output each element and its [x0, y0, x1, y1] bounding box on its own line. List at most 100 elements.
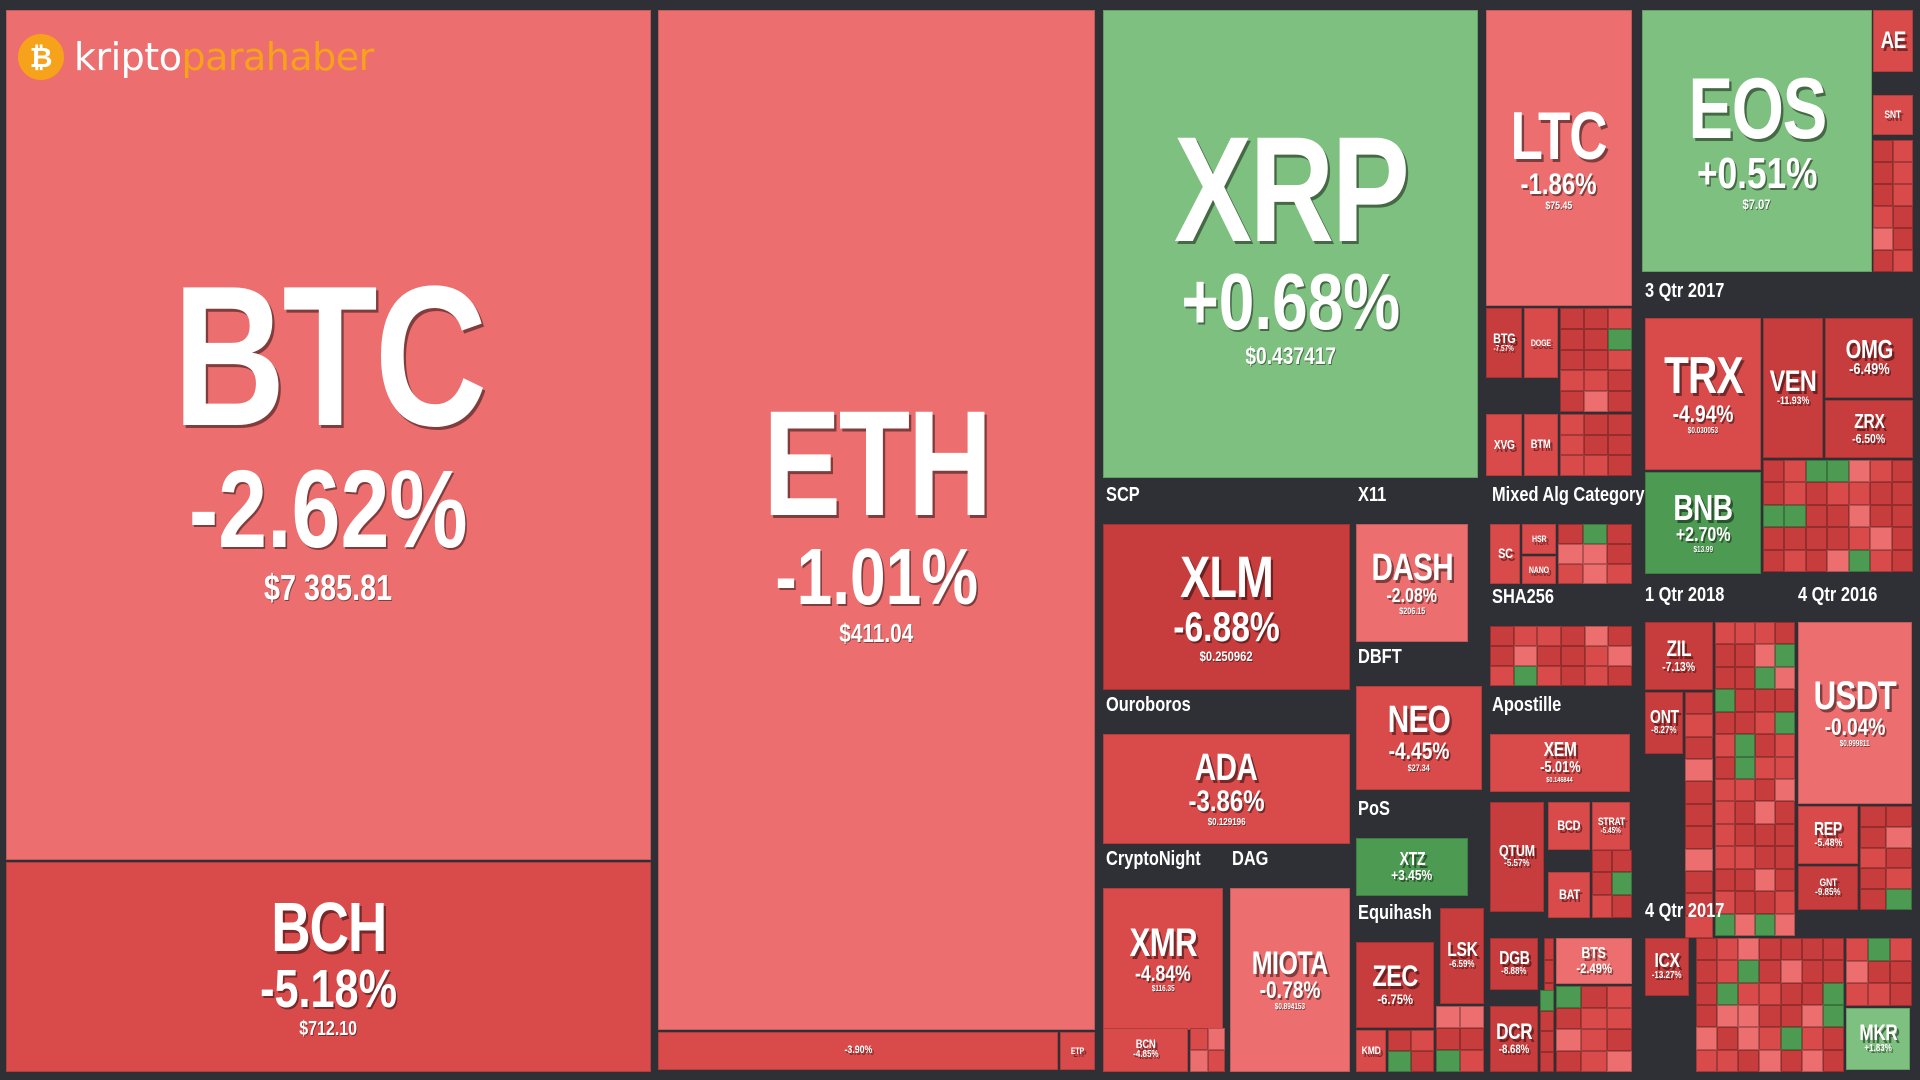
minor-coin-tile[interactable] [1805, 527, 1828, 550]
tile-bcn[interactable]: BCN -4.85% [1103, 1028, 1188, 1072]
minor-coin-tile[interactable] [1735, 756, 1755, 779]
minor-coin-tile[interactable] [1890, 983, 1912, 1006]
minor-coin-tile[interactable] [1822, 938, 1844, 961]
minor-coin-tile[interactable] [1715, 868, 1735, 892]
minor-coin-tile[interactable] [1827, 527, 1849, 550]
minor-coin-tile[interactable] [1556, 1007, 1582, 1029]
minor-coin-tile[interactable] [1801, 1027, 1823, 1050]
minor-coin-tile[interactable] [1513, 626, 1538, 646]
minor-coin-tile[interactable] [1848, 549, 1871, 572]
minor-coin-tile[interactable] [1893, 228, 1913, 250]
minor-coin-tile[interactable] [1735, 666, 1755, 690]
minor-coin-tile[interactable] [1755, 756, 1775, 779]
minor-coin-tile[interactable] [1612, 872, 1632, 895]
minor-coin-tile[interactable] [1827, 460, 1849, 483]
minor-coin-tile[interactable] [1606, 1007, 1632, 1029]
minor-coin-tile[interactable] [1755, 644, 1775, 667]
minor-coin-tile[interactable] [1685, 870, 1713, 894]
minor-coin-tile[interactable] [1759, 960, 1781, 983]
minor-coin-tile[interactable] [1801, 960, 1823, 983]
minor-coin-tile[interactable] [1606, 1029, 1632, 1051]
minor-coin-tile[interactable] [1584, 308, 1608, 329]
minor-coin-tile[interactable] [1607, 544, 1632, 564]
minor-coin-tile[interactable] [1460, 1028, 1484, 1050]
minor-coin-tile[interactable] [1738, 1027, 1760, 1050]
tile-xvg[interactable]: XVG [1486, 414, 1522, 476]
minor-coin-tile[interactable] [1827, 504, 1849, 528]
minor-coin-tile[interactable] [1717, 1005, 1739, 1028]
minor-coin-tile[interactable] [1873, 250, 1893, 272]
minor-coin-tile[interactable] [1775, 666, 1795, 690]
minor-coin-tile[interactable] [1759, 938, 1781, 961]
minor-coin-tile[interactable] [1738, 938, 1760, 961]
minor-coin-tile[interactable] [1738, 982, 1760, 1005]
tile-rep[interactable]: REP -5.48% [1798, 806, 1858, 864]
minor-coin-tile[interactable] [1784, 482, 1806, 505]
tile-lsk[interactable]: LSK -6.59% [1440, 908, 1484, 1004]
minor-coin-tile[interactable] [1490, 666, 1514, 686]
minor-coin-tile[interactable] [1775, 801, 1795, 824]
minor-coin-tile[interactable] [1846, 938, 1868, 961]
minor-coin-tile[interactable] [1735, 779, 1755, 802]
minor-coin-tile[interactable] [1561, 626, 1585, 646]
minor-coin-tile[interactable] [1715, 644, 1735, 667]
minor-coin-tile[interactable] [1893, 206, 1913, 228]
minor-coin-tile[interactable] [1513, 666, 1538, 686]
tile-bnb[interactable]: BNB +2.70% $13.99 [1645, 472, 1761, 574]
minor-coin-tile[interactable] [1827, 549, 1849, 572]
minor-coin-tile[interactable] [1738, 1005, 1760, 1028]
minor-coin-tile[interactable] [1592, 872, 1612, 895]
minor-coin-tile[interactable] [1685, 781, 1713, 804]
minor-coin-tile[interactable] [1717, 1027, 1739, 1050]
tile-dash[interactable]: DASH -2.08% $206.15 [1356, 524, 1468, 642]
minor-coin-tile[interactable] [1560, 434, 1584, 456]
minor-coin-tile[interactable] [1759, 982, 1781, 1005]
minor-coin-tile[interactable] [1537, 666, 1561, 686]
tile-mkr[interactable]: MKR +1.83% [1846, 1008, 1910, 1070]
tile-sc[interactable]: SC [1490, 524, 1520, 584]
minor-coin-tile[interactable] [1735, 734, 1755, 757]
tile-bcd[interactable]: BCD [1548, 802, 1590, 850]
minor-coin-tile[interactable] [1886, 847, 1912, 869]
minor-coin-tile[interactable] [1584, 626, 1609, 646]
minor-coin-tile[interactable] [1755, 801, 1775, 824]
minor-coin-tile[interactable] [1685, 736, 1713, 760]
minor-coin-tile[interactable] [1784, 504, 1806, 528]
minor-coin-tile[interactable] [1436, 1006, 1460, 1028]
minor-coin-tile[interactable] [1735, 913, 1755, 936]
minor-coin-tile[interactable] [1735, 891, 1755, 914]
minor-coin-tile[interactable] [1388, 1051, 1411, 1072]
minor-coin-tile[interactable] [1848, 482, 1871, 505]
minor-coin-tile[interactable] [1556, 1029, 1582, 1051]
minor-coin-tile[interactable] [1735, 622, 1755, 645]
minor-coin-tile[interactable] [1846, 960, 1868, 984]
minor-coin-tile[interactable] [1759, 1005, 1781, 1028]
tile-zrx[interactable]: ZRX -6.50% [1825, 400, 1913, 458]
minor-coin-tile[interactable] [1715, 734, 1735, 757]
minor-coin-tile[interactable] [1581, 1050, 1607, 1072]
minor-coin-tile[interactable] [1755, 823, 1775, 847]
minor-coin-tile[interactable] [1584, 646, 1609, 666]
tile-ltc[interactable]: LTC -1.86% $75.45 [1486, 10, 1632, 306]
minor-coin-tile[interactable] [1490, 626, 1514, 646]
minor-coin-tile[interactable] [1822, 960, 1844, 983]
minor-coin-tile[interactable] [1775, 711, 1795, 735]
minor-coin-tile[interactable] [1755, 868, 1775, 892]
minor-coin-tile[interactable] [1190, 1028, 1208, 1050]
minor-coin-tile[interactable] [1606, 1050, 1632, 1072]
minor-coin-tile[interactable] [1801, 938, 1823, 961]
minor-coin-tile[interactable] [1696, 1027, 1718, 1050]
minor-coin-tile[interactable] [1891, 504, 1913, 528]
minor-coin-tile[interactable] [1822, 982, 1844, 1005]
minor-coin-tile[interactable] [1561, 666, 1585, 686]
minor-coin-tile[interactable] [1696, 1005, 1718, 1028]
minor-coin-tile[interactable] [1715, 891, 1735, 914]
minor-coin-tile[interactable] [1560, 370, 1584, 392]
tile-xrp[interactable]: XRP +0.68% $0.437417 [1103, 10, 1478, 478]
minor-coin-tile[interactable] [1715, 913, 1735, 936]
minor-coin-tile[interactable] [1411, 1030, 1434, 1051]
minor-coin-tile[interactable] [1560, 308, 1584, 329]
minor-coin-tile[interactable] [1608, 455, 1632, 476]
minor-coin-tile[interactable] [1755, 711, 1775, 735]
tile-trx[interactable]: TRX -4.94% $0.030053 [1645, 318, 1761, 470]
